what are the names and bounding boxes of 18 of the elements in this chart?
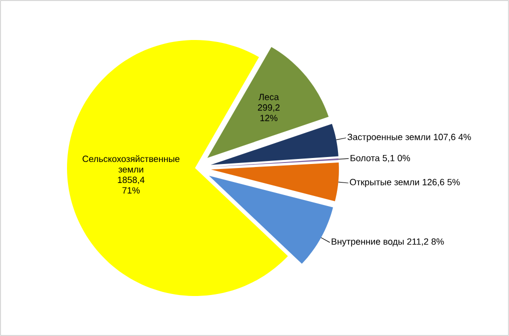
slice-label: Внутренние воды	[332, 238, 404, 246]
slice-label: Сельскохозяйственные земли	[82, 155, 180, 173]
slice-label: Застроенные земли	[348, 134, 430, 142]
data-label: 1858,4	[118, 176, 144, 184]
text: 12%	[260, 114, 278, 122]
text: 71%	[122, 187, 140, 194]
slice-label: Болота	[350, 154, 380, 162]
data-label: 299,2	[258, 104, 280, 112]
text: 0%	[398, 154, 410, 162]
data-label: 126,6	[422, 178, 444, 186]
text: 8%	[432, 238, 444, 245]
data-label: 211,2	[407, 238, 428, 246]
slice-label: Открытые земли	[350, 178, 419, 188]
slice-label: Леса	[258, 94, 279, 100]
data-label: 5,1	[382, 154, 394, 162]
text: 5%	[447, 178, 460, 186]
text: 4%	[458, 134, 471, 140]
data-label: 107,6	[434, 134, 456, 142]
